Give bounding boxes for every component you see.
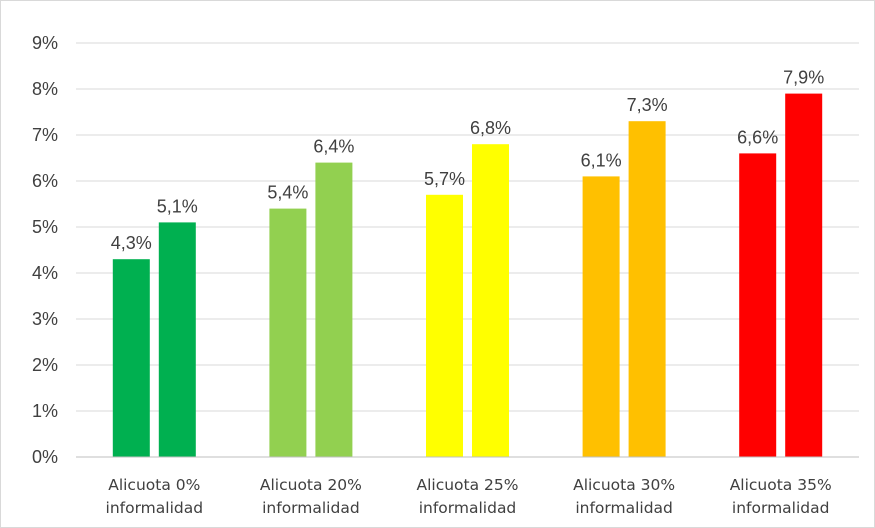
y-tick-label: 6% xyxy=(32,171,58,191)
x-tick-label: informalidad xyxy=(575,499,673,517)
data-label: 5,1% xyxy=(157,196,198,216)
y-tick-label: 3% xyxy=(32,309,58,329)
y-tick-label: 4% xyxy=(32,263,58,283)
data-label: 6,4% xyxy=(313,137,354,157)
bar xyxy=(628,121,666,457)
y-tick-label: 1% xyxy=(32,401,58,421)
x-tick-label: Alicuota 25% xyxy=(417,476,519,494)
data-label: 5,7% xyxy=(424,169,465,189)
x-tick-label: Alicuota 35% xyxy=(730,476,832,494)
y-tick-label: 7% xyxy=(32,125,58,145)
y-tick-label: 5% xyxy=(32,217,58,237)
data-label: 5,4% xyxy=(267,183,308,203)
x-tick-label: Alicuota 0% xyxy=(108,476,200,494)
bar xyxy=(739,153,777,457)
y-tick-label: 2% xyxy=(32,355,58,375)
data-label: 4,3% xyxy=(111,233,152,253)
data-label: 7,3% xyxy=(627,95,668,115)
x-tick-label: Alicuota 30% xyxy=(573,476,675,494)
bar xyxy=(472,144,509,457)
data-label: 7,9% xyxy=(783,68,824,88)
y-tick-label: 8% xyxy=(32,79,58,99)
data-label: 6,1% xyxy=(581,150,622,170)
y-tick-label: 0% xyxy=(32,447,58,467)
data-label: 6,8% xyxy=(470,118,511,138)
x-tick-label: Alicuota 20% xyxy=(260,476,362,494)
bar xyxy=(582,176,620,457)
bar xyxy=(785,93,823,457)
bar xyxy=(269,208,307,457)
bar xyxy=(426,194,463,458)
x-tick-label: informalidad xyxy=(419,499,517,517)
bar xyxy=(158,222,196,457)
bar xyxy=(112,259,150,457)
data-label: 6,6% xyxy=(737,127,778,147)
y-tick-label: 9% xyxy=(32,33,58,53)
bar xyxy=(315,162,353,457)
x-tick-label: informalidad xyxy=(732,499,830,517)
x-tick-label: informalidad xyxy=(106,499,204,517)
x-tick-label: informalidad xyxy=(262,499,360,517)
